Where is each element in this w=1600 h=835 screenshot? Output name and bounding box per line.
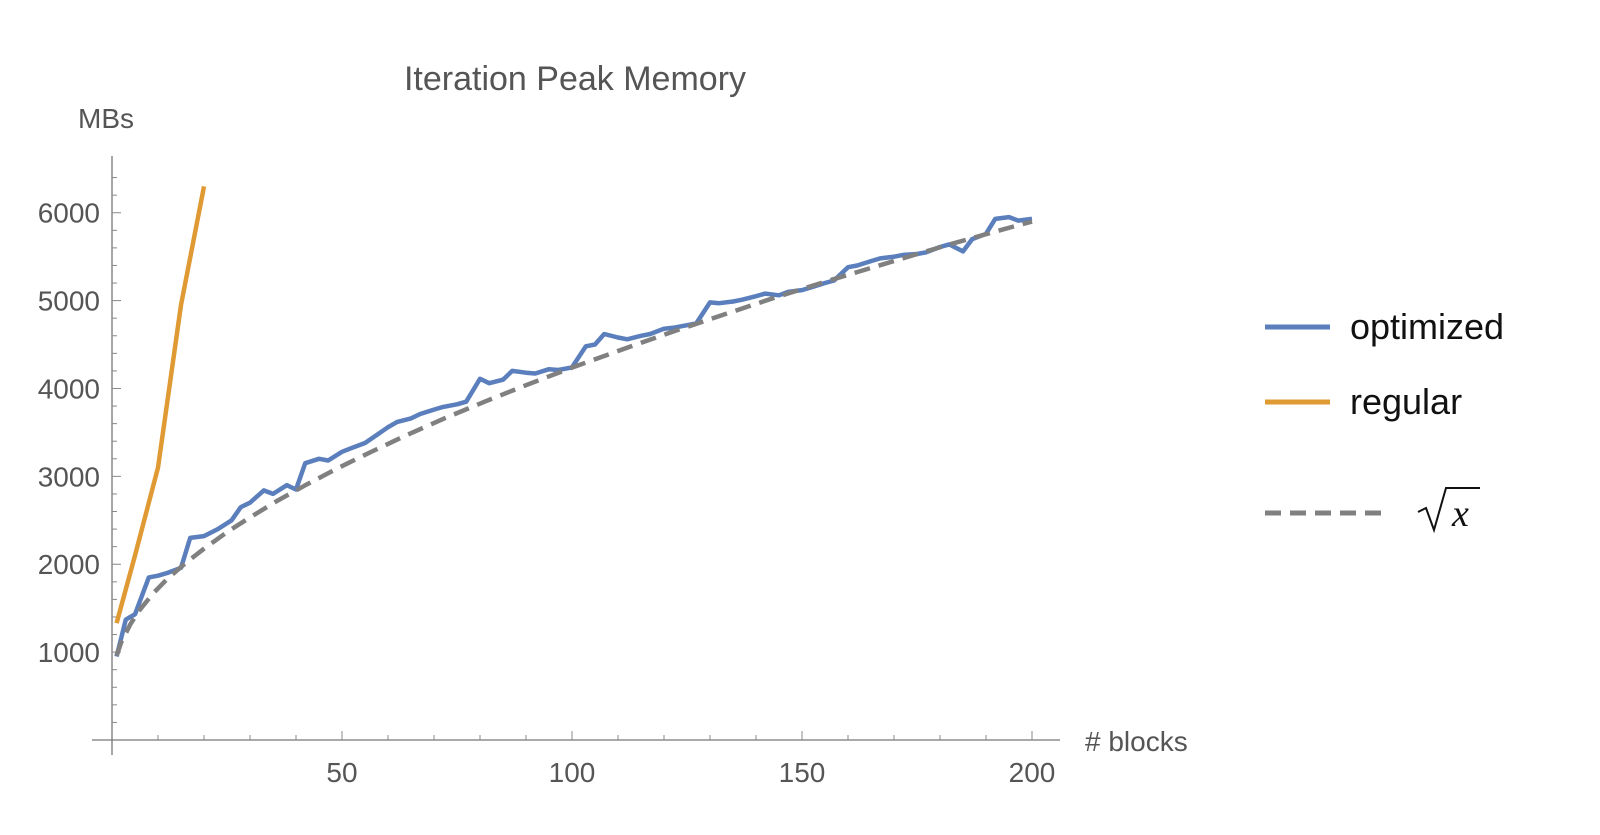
legend-label-optimized: optimized	[1350, 306, 1504, 347]
legend-label-sqrt-var: x	[1451, 493, 1469, 535]
y-tick-label: 1000	[38, 637, 100, 668]
x-axis-label: # blocks	[1085, 726, 1188, 757]
chart-title: Iteration Peak Memory	[404, 60, 746, 98]
legend-radical-sign	[1417, 487, 1480, 534]
axes	[92, 156, 1060, 755]
series-line-regular	[114, 185, 207, 624]
x-tick-label: 100	[549, 757, 596, 788]
y-tick-label: 2000	[38, 549, 100, 580]
y-tick-label: 6000	[38, 198, 100, 229]
x-tick-label: 50	[326, 757, 357, 788]
series-layer	[114, 185, 1033, 658]
x-tick-label: 150	[779, 757, 826, 788]
series-line-x	[114, 219, 1033, 657]
legend-label-regular: regular	[1350, 381, 1462, 422]
legend: optimized regular x	[1265, 306, 1504, 535]
y-tick-label: 4000	[38, 373, 100, 404]
series-line-optimized	[114, 214, 1033, 658]
y-tick-label: 5000	[38, 286, 100, 317]
ticks: 50 100 150 200 1000 2000 3000 4000 5000 6000	[38, 177, 1056, 788]
x-tick-label: 200	[1009, 757, 1056, 788]
y-axis-label: MBs	[78, 103, 134, 134]
y-tick-label: 3000	[38, 461, 100, 492]
